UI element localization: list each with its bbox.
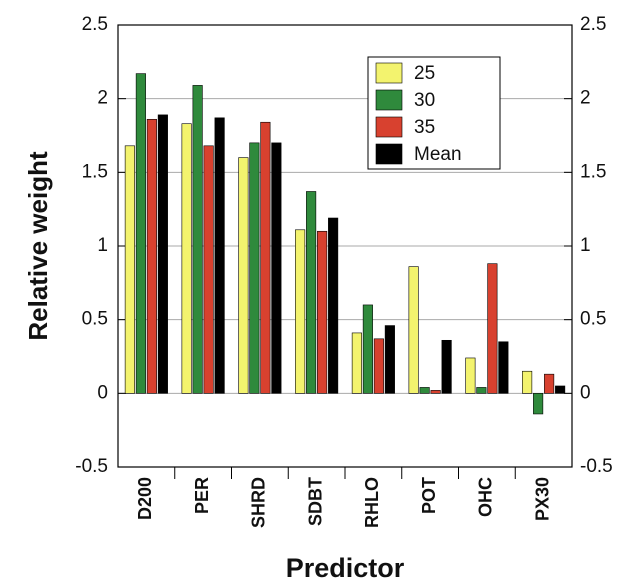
y2-tick-label: 1 <box>580 235 591 256</box>
bar <box>214 117 225 394</box>
bar <box>317 230 328 394</box>
bar <box>476 387 487 394</box>
bar <box>555 385 566 394</box>
x-tick-label: OHC <box>476 477 496 517</box>
y-tick-label: 2 <box>97 88 108 109</box>
bar <box>533 393 544 415</box>
x-tick-label: SDBT <box>305 477 325 526</box>
bar <box>351 332 362 394</box>
x-axis-title: Predictor <box>286 553 405 583</box>
y-tick-label: -0.5 <box>75 456 108 477</box>
bar <box>408 266 419 394</box>
bar <box>249 142 260 394</box>
bar <box>362 304 373 394</box>
legend-swatch <box>375 116 403 138</box>
plot-frame <box>117 24 573 468</box>
y-tick-label: 1.5 <box>82 161 108 182</box>
y2-tick-label: 0.5 <box>580 309 606 330</box>
bar <box>328 217 339 394</box>
x-tick-label: D200 <box>135 477 155 520</box>
y2-tick-label: 0 <box>580 382 591 403</box>
bar <box>295 229 306 394</box>
y-tick-label: 2.5 <box>82 14 108 35</box>
y2-tick-label: 1.5 <box>580 161 606 182</box>
bar <box>157 114 168 394</box>
legend-swatch <box>375 143 403 165</box>
legend-label: Mean <box>414 144 462 165</box>
bar <box>146 118 157 394</box>
y-axis-title: Relative weight <box>23 151 53 341</box>
bar <box>522 370 533 394</box>
y-tick-label: 0.5 <box>82 309 108 330</box>
bar <box>124 145 135 394</box>
x-tick-label: RHLO <box>362 477 382 528</box>
bar <box>203 145 214 394</box>
x-tick-label: SHRD <box>249 477 269 528</box>
legend-label: 30 <box>414 90 435 111</box>
bar <box>238 157 249 394</box>
bar <box>430 390 441 394</box>
y-tick-label: 1 <box>97 235 108 256</box>
bar <box>181 123 192 394</box>
bar <box>441 339 452 394</box>
x-tick-label: POT <box>419 477 439 514</box>
bar <box>384 325 395 394</box>
bar <box>271 142 282 394</box>
legend-swatch <box>375 89 403 111</box>
legend-label: 25 <box>414 63 435 84</box>
bar <box>419 387 430 394</box>
bar <box>498 341 509 394</box>
legend-label: 35 <box>414 117 435 138</box>
y-tick-label: 0 <box>97 382 108 403</box>
y2-tick-label: -0.5 <box>580 456 613 477</box>
bar <box>465 357 476 394</box>
bar <box>192 85 203 394</box>
bar <box>487 263 498 394</box>
x-tick-label: PER <box>192 477 212 514</box>
x-tick-label: PX30 <box>532 477 552 521</box>
bar <box>544 373 555 394</box>
y2-tick-label: 2 <box>580 88 591 109</box>
bar <box>373 338 384 394</box>
legend-swatch <box>375 62 403 84</box>
bar <box>260 121 271 394</box>
y2-tick-label: 2.5 <box>580 14 606 35</box>
bar <box>135 73 146 394</box>
bar <box>306 191 317 394</box>
